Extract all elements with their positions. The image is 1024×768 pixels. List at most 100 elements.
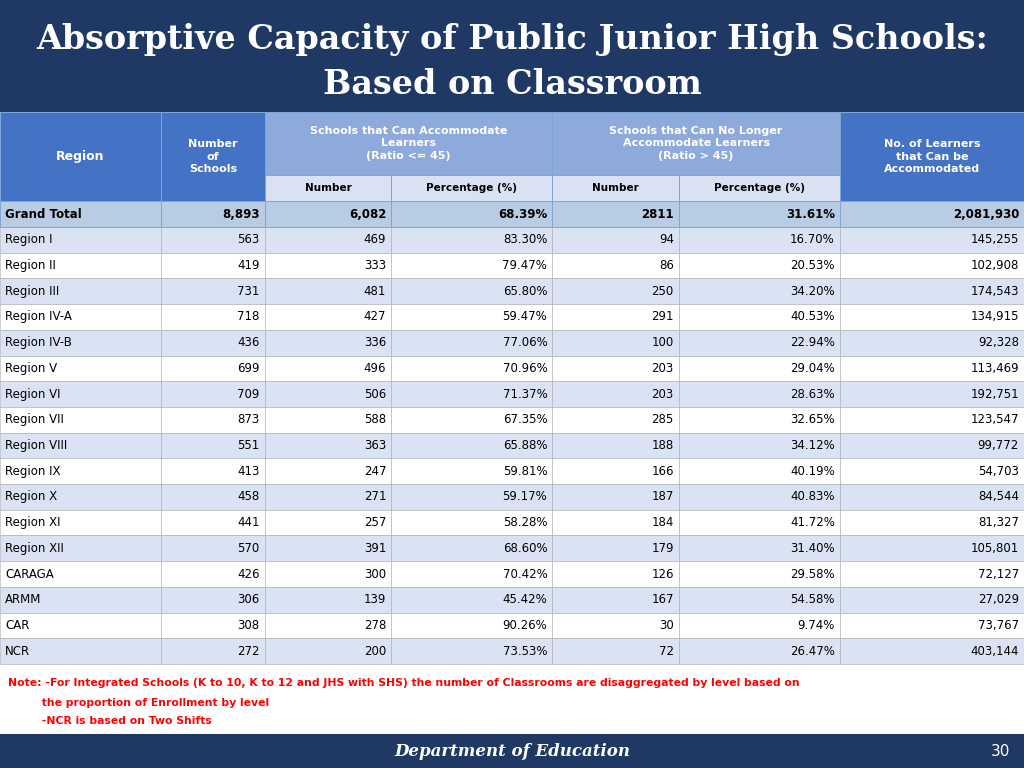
Text: 187: 187 (651, 491, 674, 503)
Text: 6,082: 6,082 (349, 207, 386, 220)
Bar (264, 638, 391, 664)
Text: Region IV-A: Region IV-A (5, 310, 72, 323)
Bar (840, 304, 1024, 329)
Text: 32.65%: 32.65% (791, 413, 835, 426)
Text: -NCR is based on Two Shifts: -NCR is based on Two Shifts (8, 716, 212, 726)
Text: 41.72%: 41.72% (791, 516, 835, 529)
Text: 2,081,930: 2,081,930 (952, 207, 1019, 220)
Text: Based on Classroom: Based on Classroom (323, 68, 701, 101)
Bar (679, 638, 840, 664)
Bar (679, 458, 840, 484)
Text: Schools that Can Accommodate
Learners
(Ratio <= 45): Schools that Can Accommodate Learners (R… (310, 126, 507, 161)
Text: 54,703: 54,703 (978, 465, 1019, 478)
Bar (0, 304, 161, 329)
Text: Absorptive Capacity of Public Junior High Schools:: Absorptive Capacity of Public Junior Hig… (36, 24, 988, 57)
Bar (840, 356, 1024, 381)
Text: 59.17%: 59.17% (503, 491, 547, 503)
Text: 94: 94 (658, 233, 674, 247)
Bar (840, 201, 1024, 227)
Bar (679, 329, 840, 356)
Text: 40.19%: 40.19% (791, 465, 835, 478)
Bar (552, 227, 679, 253)
Text: 308: 308 (238, 619, 260, 632)
Bar (0, 561, 161, 587)
Text: 458: 458 (238, 491, 260, 503)
Text: 29.58%: 29.58% (791, 568, 835, 581)
Text: Region X: Region X (5, 491, 57, 503)
Bar (391, 484, 552, 510)
Bar (552, 613, 679, 638)
Text: 102,908: 102,908 (971, 259, 1019, 272)
Bar (552, 201, 679, 227)
Text: 70.42%: 70.42% (503, 568, 547, 581)
Text: Schools that Can No Longer
Accommodate Learners
(Ratio > 45): Schools that Can No Longer Accommodate L… (609, 126, 782, 161)
Text: 30: 30 (990, 743, 1010, 759)
Text: Region VII: Region VII (5, 413, 63, 426)
Bar (552, 304, 679, 329)
Text: 709: 709 (238, 388, 260, 401)
Text: 426: 426 (238, 568, 260, 581)
Bar (161, 613, 264, 638)
Text: 588: 588 (365, 413, 386, 426)
Text: 71.37%: 71.37% (503, 388, 547, 401)
Text: Region VI: Region VI (5, 388, 60, 401)
Bar (161, 279, 264, 304)
Bar (264, 510, 391, 535)
Text: 20.53%: 20.53% (791, 259, 835, 272)
Bar (161, 510, 264, 535)
Bar (679, 175, 840, 201)
Bar (161, 561, 264, 587)
Text: 391: 391 (364, 541, 386, 554)
Text: 427: 427 (364, 310, 386, 323)
Text: 481: 481 (364, 285, 386, 298)
Text: 306: 306 (238, 593, 260, 606)
Bar (264, 407, 391, 432)
Bar (679, 432, 840, 458)
Bar (391, 613, 552, 638)
Bar (0, 227, 161, 253)
Bar (0, 510, 161, 535)
Bar (0, 112, 161, 201)
Bar (161, 356, 264, 381)
Bar (161, 458, 264, 484)
Text: 79.47%: 79.47% (503, 259, 547, 272)
Text: Region XII: Region XII (5, 541, 63, 554)
Bar (0, 407, 161, 432)
Bar (840, 253, 1024, 279)
Bar (840, 484, 1024, 510)
Bar (679, 201, 840, 227)
Bar (840, 638, 1024, 664)
Bar (264, 432, 391, 458)
Text: CARAGA: CARAGA (5, 568, 53, 581)
Text: 92,328: 92,328 (978, 336, 1019, 349)
Bar (264, 458, 391, 484)
Text: 54.58%: 54.58% (791, 593, 835, 606)
Bar (161, 329, 264, 356)
Bar (391, 510, 552, 535)
Bar (552, 407, 679, 432)
Text: 100: 100 (651, 336, 674, 349)
Bar (552, 535, 679, 561)
Bar (0, 664, 1024, 734)
Text: 68.39%: 68.39% (498, 207, 547, 220)
Text: No. of Learners
that Can be
Accommodated: No. of Learners that Can be Accommodated (884, 139, 980, 174)
Text: 73.53%: 73.53% (503, 644, 547, 657)
Text: 441: 441 (238, 516, 260, 529)
Bar (391, 201, 552, 227)
Bar (0, 484, 161, 510)
Text: 291: 291 (651, 310, 674, 323)
Text: 570: 570 (238, 541, 260, 554)
Bar (161, 535, 264, 561)
Text: 99,772: 99,772 (978, 439, 1019, 452)
Text: 67.35%: 67.35% (503, 413, 547, 426)
Bar (391, 407, 552, 432)
Text: Region VIII: Region VIII (5, 439, 68, 452)
Bar (264, 329, 391, 356)
Text: 8,893: 8,893 (222, 207, 260, 220)
Bar (840, 329, 1024, 356)
Text: Percentage (%): Percentage (%) (714, 183, 805, 193)
Bar (0, 613, 161, 638)
Bar (264, 175, 391, 201)
Bar (679, 279, 840, 304)
Bar (264, 227, 391, 253)
